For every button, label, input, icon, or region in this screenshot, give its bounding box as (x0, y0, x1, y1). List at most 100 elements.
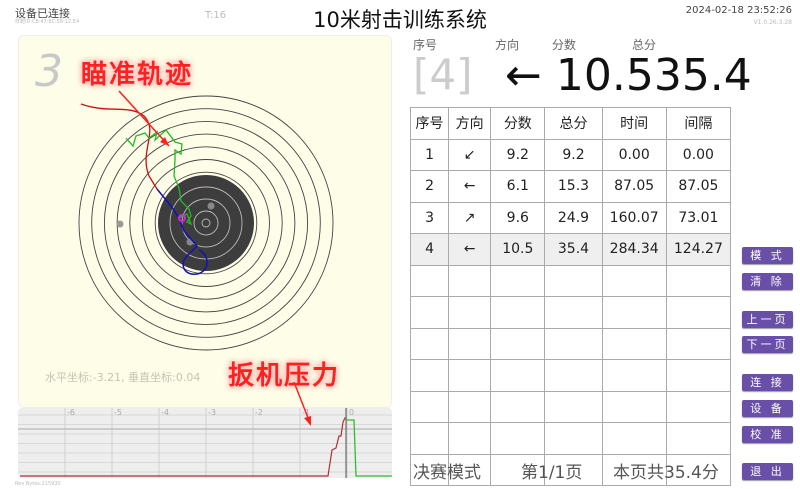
connection-status: 设备已连接 (15, 7, 70, 20)
table-cell (409, 327, 450, 360)
x-tick-label: -6 (67, 408, 75, 417)
table-cell (409, 359, 450, 392)
table-cell (544, 390, 603, 423)
table-cell: 73.01 (665, 201, 732, 234)
calibrate-button[interactable]: 校 准 (742, 426, 793, 443)
bull-ring (193, 210, 219, 236)
table-cell: 0.00 (665, 138, 732, 171)
pressure-plot (18, 408, 392, 478)
table-cell: 24.9 (544, 201, 603, 234)
table-cell (490, 264, 546, 297)
annotation-arrow (118, 90, 170, 147)
score-table: 序号 方向 分数 总分 时间 间隔 1 ↙ 9.2 9.2 0.00 0.00 2 ← 6.1 15.3 87.… (409, 107, 732, 486)
exit-button[interactable]: 退 出 (742, 463, 793, 480)
target-face (78, 90, 334, 351)
table-cell (448, 359, 492, 392)
table-cell: ← (448, 170, 492, 203)
table-row[interactable]: 2 ← 6.1 15.3 87.05 87.05 (409, 170, 732, 203)
table-cell (601, 422, 667, 455)
annotation-arrow (293, 381, 311, 426)
table-cell (601, 359, 667, 392)
table-cell (544, 327, 603, 360)
table-cell: 284.34 (601, 233, 667, 266)
label-index: 序号 (413, 38, 438, 52)
column-header: 方向 (448, 107, 492, 140)
label-score: 分数 (552, 38, 577, 52)
table-cell (490, 359, 546, 392)
annotation-aim-trace: 瞄准轨迹 (81, 60, 194, 90)
target-panel: 3 瞄准轨迹 水平坐标:-3.21, 垂直坐标:0.04 (18, 35, 392, 408)
column-header: 总分 (544, 107, 603, 140)
x-tick-label: -2 (255, 408, 263, 417)
table-row[interactable]: 4 ← 10.5 35.4 284.34 124.27 (409, 233, 732, 266)
table-cell (409, 390, 450, 423)
page-total: 本页共35.4分 (613, 463, 719, 483)
empty-row (409, 264, 732, 297)
table-cell (544, 264, 603, 297)
table-cell (448, 453, 492, 486)
table-cell (665, 296, 732, 329)
table-cell (409, 296, 450, 329)
pressure-post-shot (346, 419, 392, 477)
empty-row (409, 422, 732, 455)
bull-ring (181, 198, 231, 248)
table-cell (490, 390, 546, 423)
table-cell (448, 327, 492, 360)
table-cell (490, 422, 546, 455)
table-row[interactable]: 3 ↗ 9.6 24.9 160.07 73.01 (409, 201, 732, 234)
table-cell: 10.5 (490, 233, 546, 266)
empty-row (409, 390, 732, 423)
clear-button[interactable]: 清 除 (742, 273, 793, 290)
page-indicator: 第1/1页 (521, 463, 583, 483)
table-row[interactable]: 1 ↙ 9.2 9.2 0.00 0.00 (409, 138, 732, 171)
device-button[interactable]: 设 备 (742, 400, 793, 417)
table-cell (665, 453, 732, 486)
table-cell: ← (448, 233, 492, 266)
shot-hole (116, 220, 124, 228)
empty-row (409, 327, 732, 360)
device-id: 样靶ID:C8:47:8C:56:12:E4 (15, 19, 80, 25)
rev-bytes: Rev Bytes:215930 (15, 481, 61, 487)
label-total: 总分 (632, 38, 657, 52)
aim-trace-red (80, 103, 158, 190)
table-cell (409, 422, 450, 455)
x-tick-label: -5 (114, 408, 122, 417)
table-cell: 9.6 (490, 201, 546, 234)
prev-page-button[interactable]: 上一页 (742, 311, 793, 328)
table-cell (665, 327, 732, 360)
table-cell (601, 390, 667, 423)
column-header: 间隔 (665, 107, 732, 140)
shot-index-display: 3 (35, 46, 63, 97)
table-cell: 4 (409, 233, 450, 266)
table-cell: 160.07 (601, 201, 667, 234)
target-ring (129, 146, 283, 300)
annotation-trigger-pressure: 扳机压力 (228, 361, 341, 391)
x-tick-label: 0 (349, 408, 355, 417)
table-cell (448, 296, 492, 329)
table-cell: 35.4 (544, 233, 603, 266)
coordinate-readout: 水平坐标:-3.21, 垂直坐标:0.04 (45, 371, 201, 384)
bull-ring (169, 186, 243, 260)
target-bull (158, 175, 254, 271)
next-page-button[interactable]: 下一页 (742, 336, 793, 353)
arrow-head (160, 137, 169, 146)
table-cell (544, 453, 603, 486)
connect-button[interactable]: 连 接 (742, 374, 793, 391)
column-header: 时间 (601, 107, 667, 140)
table-cell (544, 422, 603, 455)
table-cell: 2 (409, 170, 450, 203)
table-cell (490, 327, 546, 360)
table-cell (665, 359, 732, 392)
shot-hole (207, 202, 215, 210)
table-cell: ↙ (448, 138, 492, 171)
empty-row (409, 453, 732, 486)
shot-point (178, 214, 186, 222)
table-cell (601, 296, 667, 329)
table-cell: ↗ (448, 201, 492, 234)
table-cell (448, 390, 492, 423)
table-cell: 9.2 (490, 138, 546, 171)
datetime: 2024-02-18 23:52:26 (685, 5, 792, 16)
mode-button[interactable]: 模 式 (742, 247, 793, 264)
table-cell (544, 296, 603, 329)
table-cell: 6.1 (490, 170, 546, 203)
